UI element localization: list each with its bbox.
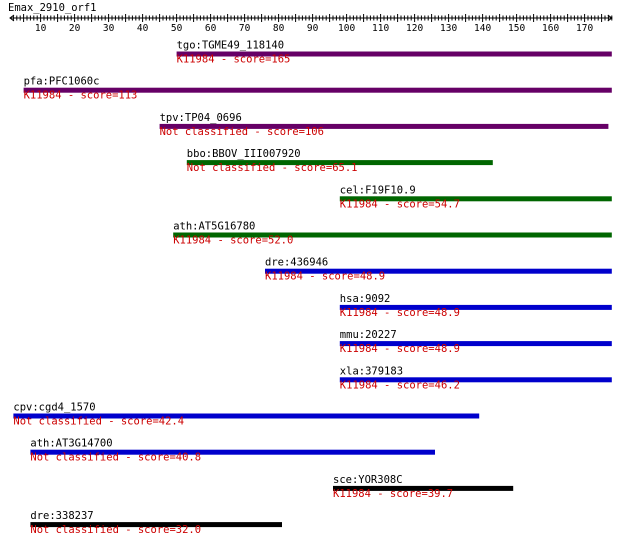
ruler-label: 80 xyxy=(273,23,285,34)
hit-row: dre:436946 K11984 - score=48.9 xyxy=(265,257,612,283)
hit-row: sce:YOR308C K11984 - score=39.7 xyxy=(333,474,514,500)
hit-row: hsa:9092 K11984 - score=48.9 xyxy=(339,293,612,319)
hit-score-label: K11984 - score=48.9 xyxy=(265,271,385,283)
hit-alignment-bar[interactable] xyxy=(265,268,612,274)
hit-score-label: K11984 - score=48.9 xyxy=(340,343,460,355)
hit-row: cel:F19F10.9 K11984 - score=54.7 xyxy=(339,184,612,210)
hit-alignment-bar[interactable] xyxy=(176,51,612,57)
hit-list: tgo:TGME49_118140 K11984 - score=165 pfa:P… xyxy=(13,40,612,536)
ruler-label: 140 xyxy=(474,23,491,34)
hit-gene-label[interactable]: dre:436946 xyxy=(265,257,328,269)
hit-alignment-bar[interactable] xyxy=(23,87,612,93)
hit-gene-label[interactable]: cpv:cgd4_1570 xyxy=(13,402,95,414)
hit-row: cpv:cgd4_1570 Not classified - score=42.4 xyxy=(13,402,480,428)
ruler-label: 10 xyxy=(35,23,47,34)
hit-alignment-bar[interactable] xyxy=(159,123,609,129)
ruler-label: 70 xyxy=(239,23,251,34)
hit-alignment-bar[interactable] xyxy=(339,196,612,202)
hit-gene-label[interactable]: mmu:20227 xyxy=(340,329,397,341)
hit-score-label: Not classified - score=106 xyxy=(160,126,324,138)
hit-gene-label[interactable]: xla:379183 xyxy=(340,365,403,377)
ruler-label: 110 xyxy=(372,23,389,34)
ruler-label: 60 xyxy=(205,23,217,34)
ruler-label: 170 xyxy=(576,23,593,34)
hit-alignment-bar[interactable] xyxy=(186,160,493,166)
hit-score-label: K11984 - score=54.7 xyxy=(340,198,460,210)
hit-score-label: K11984 - score=52.0 xyxy=(173,235,293,247)
hit-alignment-bar[interactable] xyxy=(13,413,480,419)
ruler-label: 120 xyxy=(406,23,423,34)
hit-score-label: K11984 - score=39.7 xyxy=(333,488,453,500)
hit-alignment-bar[interactable] xyxy=(339,304,612,310)
ruler-left-arrow xyxy=(9,14,15,22)
hit-row: pfa:PFC1060c K11984 - score=113 xyxy=(23,76,612,102)
hit-alignment-bar[interactable] xyxy=(339,341,612,347)
hit-alignment-bar[interactable] xyxy=(333,485,514,491)
ruler-label: 90 xyxy=(307,23,319,34)
hit-gene-label[interactable]: tpv:TP04_0696 xyxy=(160,112,242,124)
ruler-label: 20 xyxy=(69,23,81,34)
hit-row: ath:AT5G16780 K11984 - score=52.0 xyxy=(173,221,612,247)
hit-row: tgo:TGME49_118140 K11984 - score=165 xyxy=(176,40,612,66)
hit-gene-label[interactable]: cel:F19F10.9 xyxy=(340,184,416,196)
hit-score-label: Not classified - score=42.4 xyxy=(13,416,184,428)
hit-alignment-bar[interactable] xyxy=(339,377,612,383)
hit-score-label: K11984 - score=165 xyxy=(177,54,291,66)
hit-gene-label[interactable]: ath:AT3G14700 xyxy=(30,438,112,450)
hit-gene-label[interactable]: tgo:TGME49_118140 xyxy=(177,40,284,52)
hit-row: xla:379183 K11984 - score=46.2 xyxy=(339,365,612,391)
ruler-label: 100 xyxy=(338,23,355,34)
hit-alignment-bar[interactable] xyxy=(30,449,436,455)
ruler-label: 40 xyxy=(137,23,149,34)
hit-score-label: Not classified - score=40.8 xyxy=(30,452,201,464)
ruler-label: 50 xyxy=(171,23,183,34)
hit-row: mmu:20227 K11984 - score=48.9 xyxy=(339,329,612,355)
ruler-label: 160 xyxy=(542,23,559,34)
hit-row: bbo:BBOV_III007920 Not classified - score… xyxy=(186,148,493,174)
hit-row: tpv:TP04_0696 Not classified - score=106 xyxy=(159,112,609,138)
hit-score-label: Not classified - score=32.0 xyxy=(30,524,201,536)
position-ruler: 10 20 30 40 50 60 70 80 90 100 110 120 130 140 150 160 1… xyxy=(9,14,613,34)
hit-gene-label[interactable]: bbo:BBOV_III007920 xyxy=(187,148,301,160)
hit-score-label: K11984 - score=48.9 xyxy=(340,307,460,319)
hit-row: dre:338237 Not classified - score=32.0 xyxy=(30,510,283,536)
hit-gene-label[interactable]: dre:338237 xyxy=(30,510,93,522)
hit-gene-label[interactable]: pfa:PFC1060c xyxy=(24,76,100,88)
ruler-label: 30 xyxy=(103,23,115,34)
hit-row: ath:AT3G14700 Not classified - score=40.8 xyxy=(30,438,436,464)
hit-alignment-bar[interactable] xyxy=(30,522,283,528)
hit-score-label: K11984 - score=46.2 xyxy=(340,379,460,391)
hit-gene-label[interactable]: sce:YOR308C xyxy=(333,474,403,486)
hit-score-label: Not classified - score=65.1 xyxy=(187,162,358,174)
hit-gene-label[interactable]: hsa:9092 xyxy=(340,293,391,305)
ruler-label: 130 xyxy=(440,23,457,34)
hit-alignment-bar[interactable] xyxy=(173,232,612,238)
hit-score-label: K11984 - score=113 xyxy=(24,90,138,102)
query-title: Emax_2910_orf1 xyxy=(8,2,97,14)
hit-gene-label[interactable]: ath:AT5G16780 xyxy=(173,221,255,233)
ruler-right-arrow xyxy=(607,14,613,22)
ruler-label: 150 xyxy=(508,23,525,34)
